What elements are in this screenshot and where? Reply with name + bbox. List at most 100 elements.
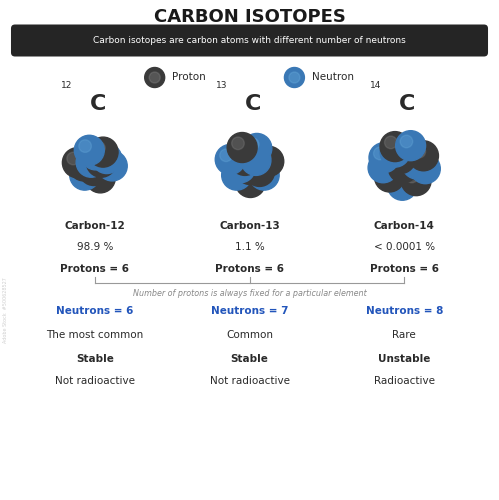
Circle shape (81, 140, 111, 170)
Circle shape (92, 144, 122, 174)
Text: Stable: Stable (76, 354, 114, 364)
Circle shape (230, 158, 243, 170)
Circle shape (79, 140, 91, 152)
Circle shape (253, 164, 266, 177)
Text: Neutrons = 7: Neutrons = 7 (211, 306, 288, 316)
Circle shape (76, 147, 106, 177)
Circle shape (397, 144, 427, 174)
Circle shape (392, 174, 405, 188)
Circle shape (232, 137, 244, 149)
Circle shape (93, 142, 105, 154)
Circle shape (284, 68, 304, 87)
Text: 14: 14 (370, 81, 382, 90)
Circle shape (368, 153, 398, 183)
Circle shape (102, 156, 114, 168)
Text: Protons = 6: Protons = 6 (60, 264, 129, 274)
Circle shape (413, 146, 426, 158)
Text: Adobe Stock  #500628527: Adobe Stock #500628527 (3, 277, 8, 343)
Circle shape (379, 166, 392, 179)
Circle shape (393, 158, 405, 170)
Text: 13: 13 (216, 81, 227, 90)
Text: CARBON ISOTOPES: CARBON ISOTOPES (154, 8, 345, 26)
Circle shape (236, 168, 265, 198)
Text: Rare: Rare (392, 330, 416, 340)
Circle shape (374, 147, 386, 160)
Circle shape (386, 144, 416, 174)
Circle shape (236, 154, 265, 184)
Circle shape (249, 160, 279, 190)
Circle shape (73, 156, 86, 168)
Circle shape (74, 136, 104, 166)
Circle shape (401, 166, 431, 196)
Circle shape (70, 160, 100, 190)
Text: Neutron: Neutron (312, 72, 354, 83)
Circle shape (246, 150, 258, 162)
Circle shape (415, 158, 428, 171)
Circle shape (390, 148, 403, 160)
Circle shape (74, 164, 87, 177)
Text: Neutrons = 8: Neutrons = 8 (365, 306, 443, 316)
Text: Number of protons is always fixed for a particular element: Number of protons is always fixed for a … (133, 289, 366, 298)
Circle shape (380, 132, 410, 162)
Text: Protons = 6: Protons = 6 (370, 264, 439, 274)
Text: Stable: Stable (231, 354, 268, 364)
Circle shape (90, 168, 102, 180)
Circle shape (96, 148, 109, 160)
Circle shape (233, 137, 262, 167)
Circle shape (240, 159, 252, 172)
Circle shape (241, 146, 271, 176)
FancyBboxPatch shape (11, 24, 488, 56)
Text: Carbon-14: Carbon-14 (374, 221, 435, 231)
Circle shape (145, 68, 165, 87)
Circle shape (79, 156, 109, 186)
Circle shape (91, 152, 103, 164)
Circle shape (81, 152, 93, 164)
Circle shape (86, 147, 116, 177)
Text: Carbon-12: Carbon-12 (64, 221, 125, 231)
Text: 1.1 %: 1.1 % (235, 242, 264, 252)
Text: Protons = 6: Protons = 6 (215, 264, 284, 274)
Circle shape (226, 153, 255, 183)
Circle shape (215, 144, 245, 174)
Circle shape (237, 142, 250, 154)
Text: Not radioactive: Not radioactive (55, 376, 135, 386)
Circle shape (88, 137, 118, 167)
Circle shape (289, 72, 300, 83)
Circle shape (240, 172, 252, 184)
Circle shape (242, 134, 272, 164)
Circle shape (226, 164, 239, 177)
Circle shape (375, 162, 405, 192)
Text: < 0.0001 %: < 0.0001 % (374, 242, 435, 252)
Circle shape (83, 160, 96, 172)
Circle shape (149, 72, 160, 83)
Circle shape (85, 144, 98, 157)
Text: Not radioactive: Not radioactive (210, 376, 289, 386)
Text: Common: Common (226, 330, 273, 340)
Circle shape (222, 160, 251, 190)
Circle shape (387, 170, 417, 200)
Text: Neutrons = 6: Neutrons = 6 (56, 306, 134, 316)
Circle shape (254, 146, 284, 176)
Circle shape (67, 152, 79, 165)
Circle shape (247, 138, 259, 150)
Text: 98.9 %: 98.9 % (77, 242, 113, 252)
Circle shape (85, 163, 115, 193)
Circle shape (227, 132, 257, 162)
Text: Carbon isotopes are carbon atoms with different number of neutrons: Carbon isotopes are carbon atoms with di… (93, 36, 406, 45)
Circle shape (410, 154, 440, 184)
Circle shape (69, 151, 99, 181)
Circle shape (401, 149, 414, 162)
Circle shape (400, 135, 413, 148)
Circle shape (373, 158, 385, 170)
Circle shape (409, 141, 439, 171)
Circle shape (407, 154, 419, 166)
Text: C: C (90, 94, 106, 114)
Text: 12: 12 (61, 81, 72, 90)
Circle shape (369, 142, 399, 172)
Circle shape (230, 146, 260, 176)
Text: C: C (399, 94, 416, 114)
Circle shape (249, 161, 261, 173)
Text: Radioactive: Radioactive (374, 376, 435, 386)
Text: Carbon-13: Carbon-13 (219, 221, 280, 231)
Circle shape (406, 170, 418, 182)
